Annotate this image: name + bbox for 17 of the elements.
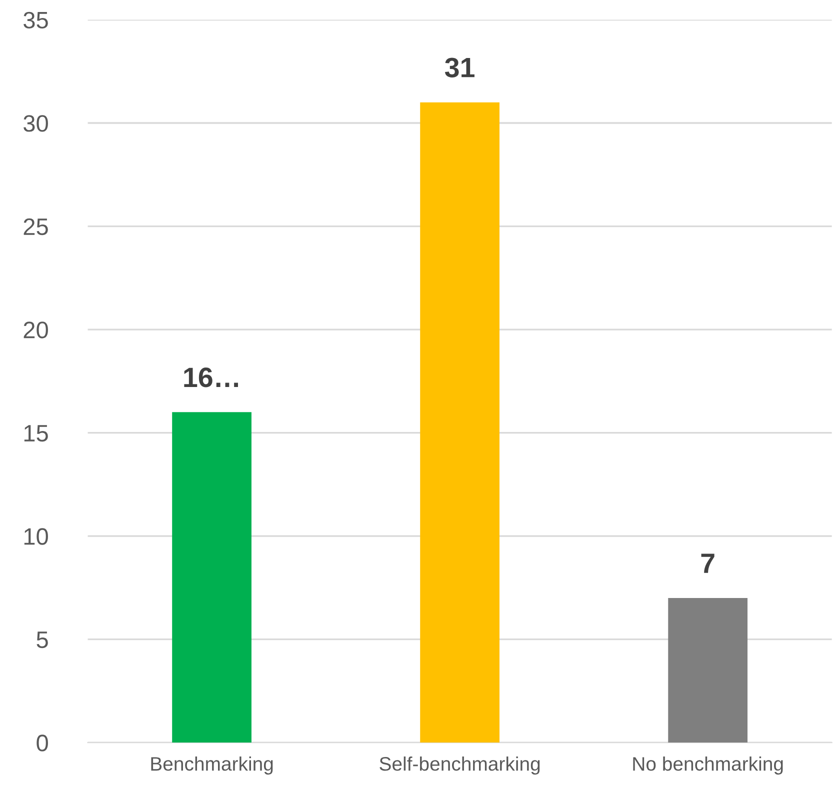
- y-tick-label: 10: [24, 528, 48, 545]
- y-tick-label: 35: [24, 12, 48, 29]
- bar: [420, 102, 500, 743]
- bar: [668, 598, 748, 743]
- data-label: 16…: [184, 368, 238, 388]
- x-tick-label: Benchmarking: [151, 756, 273, 775]
- y-tick-label: 30: [24, 115, 48, 132]
- x-tick-label: Self-benchmarking: [380, 756, 540, 775]
- data-label: 31: [444, 58, 474, 78]
- bar: [172, 412, 252, 743]
- x-tick-label: No benchmarking: [633, 756, 783, 775]
- y-tick-label: 25: [24, 218, 48, 236]
- y-tick-label: 0: [36, 734, 48, 752]
- y-tick-label: 5: [36, 632, 48, 648]
- y-tick-label: 15: [24, 425, 48, 442]
- y-tick-label: 20: [24, 322, 48, 338]
- data-label: 7: [701, 554, 714, 573]
